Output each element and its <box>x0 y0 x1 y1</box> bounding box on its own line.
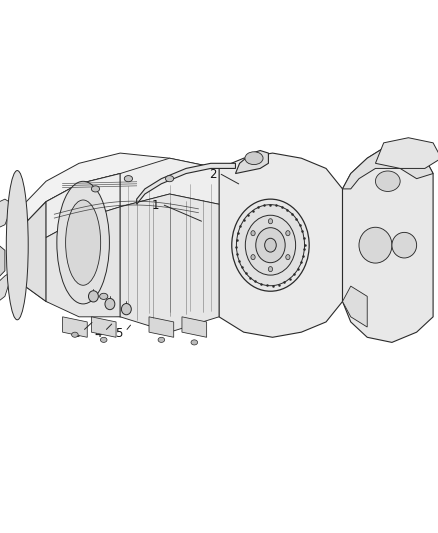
Ellipse shape <box>66 200 101 285</box>
Text: 1: 1 <box>152 199 159 212</box>
Ellipse shape <box>268 266 272 272</box>
Ellipse shape <box>251 231 255 236</box>
Ellipse shape <box>124 175 133 182</box>
Polygon shape <box>46 207 120 317</box>
Ellipse shape <box>88 290 99 302</box>
Text: 2: 2 <box>208 168 216 181</box>
Polygon shape <box>92 317 116 337</box>
Ellipse shape <box>392 232 417 258</box>
Ellipse shape <box>251 255 255 260</box>
Polygon shape <box>120 158 219 207</box>
Ellipse shape <box>286 255 290 260</box>
Ellipse shape <box>166 175 174 182</box>
Ellipse shape <box>256 228 285 263</box>
Text: 4: 4 <box>95 327 102 340</box>
Polygon shape <box>343 148 433 189</box>
Polygon shape <box>0 235 5 291</box>
Ellipse shape <box>105 298 115 310</box>
Polygon shape <box>219 153 343 337</box>
Polygon shape <box>236 150 268 174</box>
Polygon shape <box>9 201 46 302</box>
Polygon shape <box>137 163 236 204</box>
Polygon shape <box>63 317 87 337</box>
Polygon shape <box>21 174 260 317</box>
Polygon shape <box>149 317 174 337</box>
Polygon shape <box>0 271 13 309</box>
Polygon shape <box>343 286 367 327</box>
Ellipse shape <box>71 332 78 337</box>
Ellipse shape <box>92 186 99 192</box>
Ellipse shape <box>99 293 108 300</box>
Ellipse shape <box>245 215 296 275</box>
Ellipse shape <box>286 231 290 236</box>
Polygon shape <box>46 174 120 238</box>
Polygon shape <box>343 148 433 342</box>
Polygon shape <box>182 317 207 337</box>
Ellipse shape <box>100 337 107 342</box>
Ellipse shape <box>158 337 165 342</box>
Ellipse shape <box>237 205 304 286</box>
Text: 5: 5 <box>116 327 123 340</box>
Ellipse shape <box>268 219 272 224</box>
Ellipse shape <box>232 199 309 291</box>
Ellipse shape <box>375 171 400 191</box>
Ellipse shape <box>6 171 28 320</box>
Ellipse shape <box>191 340 198 345</box>
Ellipse shape <box>121 303 131 315</box>
Polygon shape <box>120 194 219 332</box>
Ellipse shape <box>57 181 110 304</box>
Polygon shape <box>375 138 438 168</box>
Polygon shape <box>21 153 260 227</box>
Ellipse shape <box>359 227 392 263</box>
Ellipse shape <box>265 238 276 252</box>
Polygon shape <box>0 199 13 232</box>
Text: 3: 3 <box>73 327 80 340</box>
Ellipse shape <box>245 152 263 165</box>
